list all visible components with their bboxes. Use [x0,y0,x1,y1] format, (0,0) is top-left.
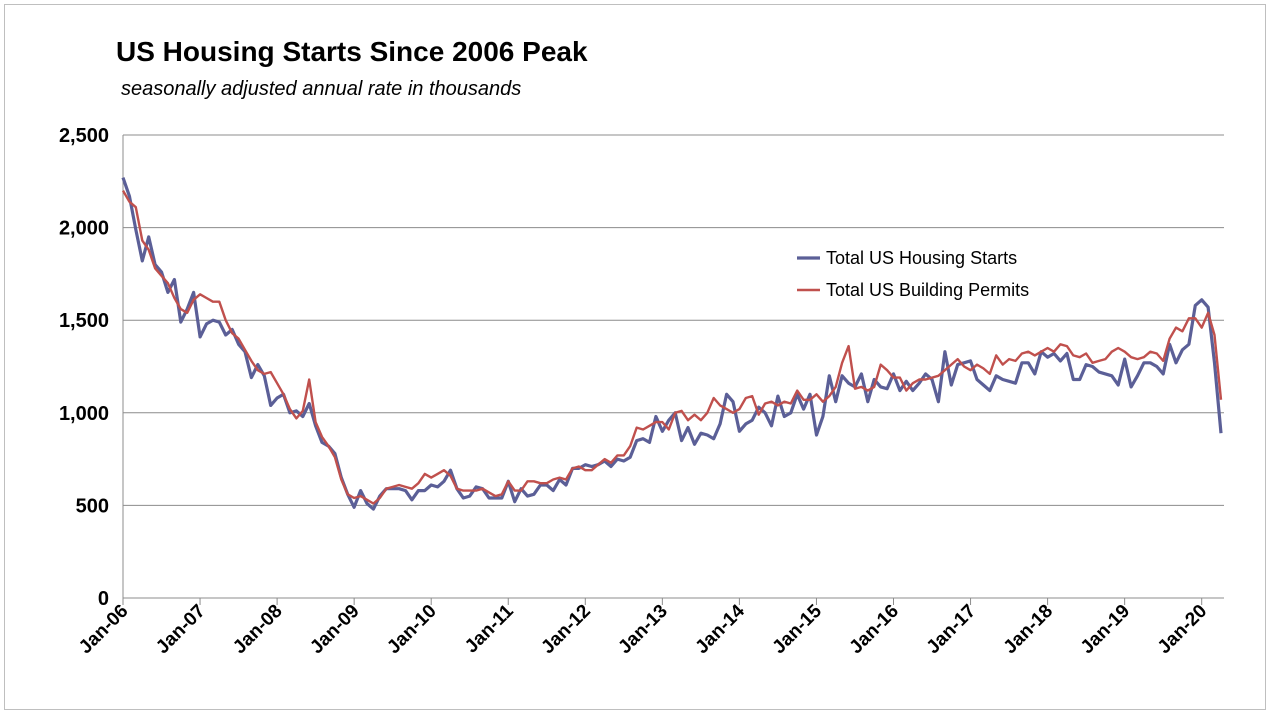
x-tick-label: Jan-13 [614,601,671,658]
x-tick-label: Jan-20 [1154,601,1211,658]
y-tick-label: 500 [76,495,109,517]
x-axis-ticks: Jan-06 Jan-07 Jan-08 Jan-09 Jan-10 Jan-11 Jan-… [75,598,1211,658]
x-tick-label: Jan-18 [1000,601,1057,658]
chart-subtitle: seasonally adjusted annual rate in thous… [121,78,522,100]
x-tick-label: Jan-12 [537,601,594,658]
x-tick-label: Jan-08 [229,601,286,658]
x-tick-label: Jan-16 [846,601,903,658]
y-tick-label: 2,000 [59,218,109,240]
x-tick-label: Jan-11 [461,600,518,657]
housing-starts-line [121,177,1223,511]
x-tick-label: Jan-15 [769,600,827,658]
x-tick-label: Jan-14 [692,600,750,658]
legend-label: Total US Building Permits [826,280,1029,300]
y-tick-label: 2,500 [59,125,109,147]
y-tick-label: 0 [98,588,109,610]
y-axis-ticks: 0 500 1,000 1,500 2,000 2,500 [59,125,109,610]
x-tick-label: Jan-17 [923,601,980,658]
series-lines [121,177,1223,511]
x-tick-label: Jan-07 [152,601,209,658]
x-tick-label: Jan-10 [383,601,440,658]
gridlines [123,134,1224,506]
chart-title: US Housing Starts Since 2006 Peak [116,36,588,67]
y-tick-label: 1,500 [59,310,109,332]
legend-label: Total US Housing Starts [826,248,1017,268]
legend: Total US Housing Starts Total US Building… [797,248,1029,300]
building-permits-line [121,190,1223,505]
axes [122,135,1224,599]
x-tick-label: Jan-19 [1077,601,1134,658]
y-tick-label: 1,000 [59,403,109,425]
x-tick-label: Jan-09 [306,601,363,658]
